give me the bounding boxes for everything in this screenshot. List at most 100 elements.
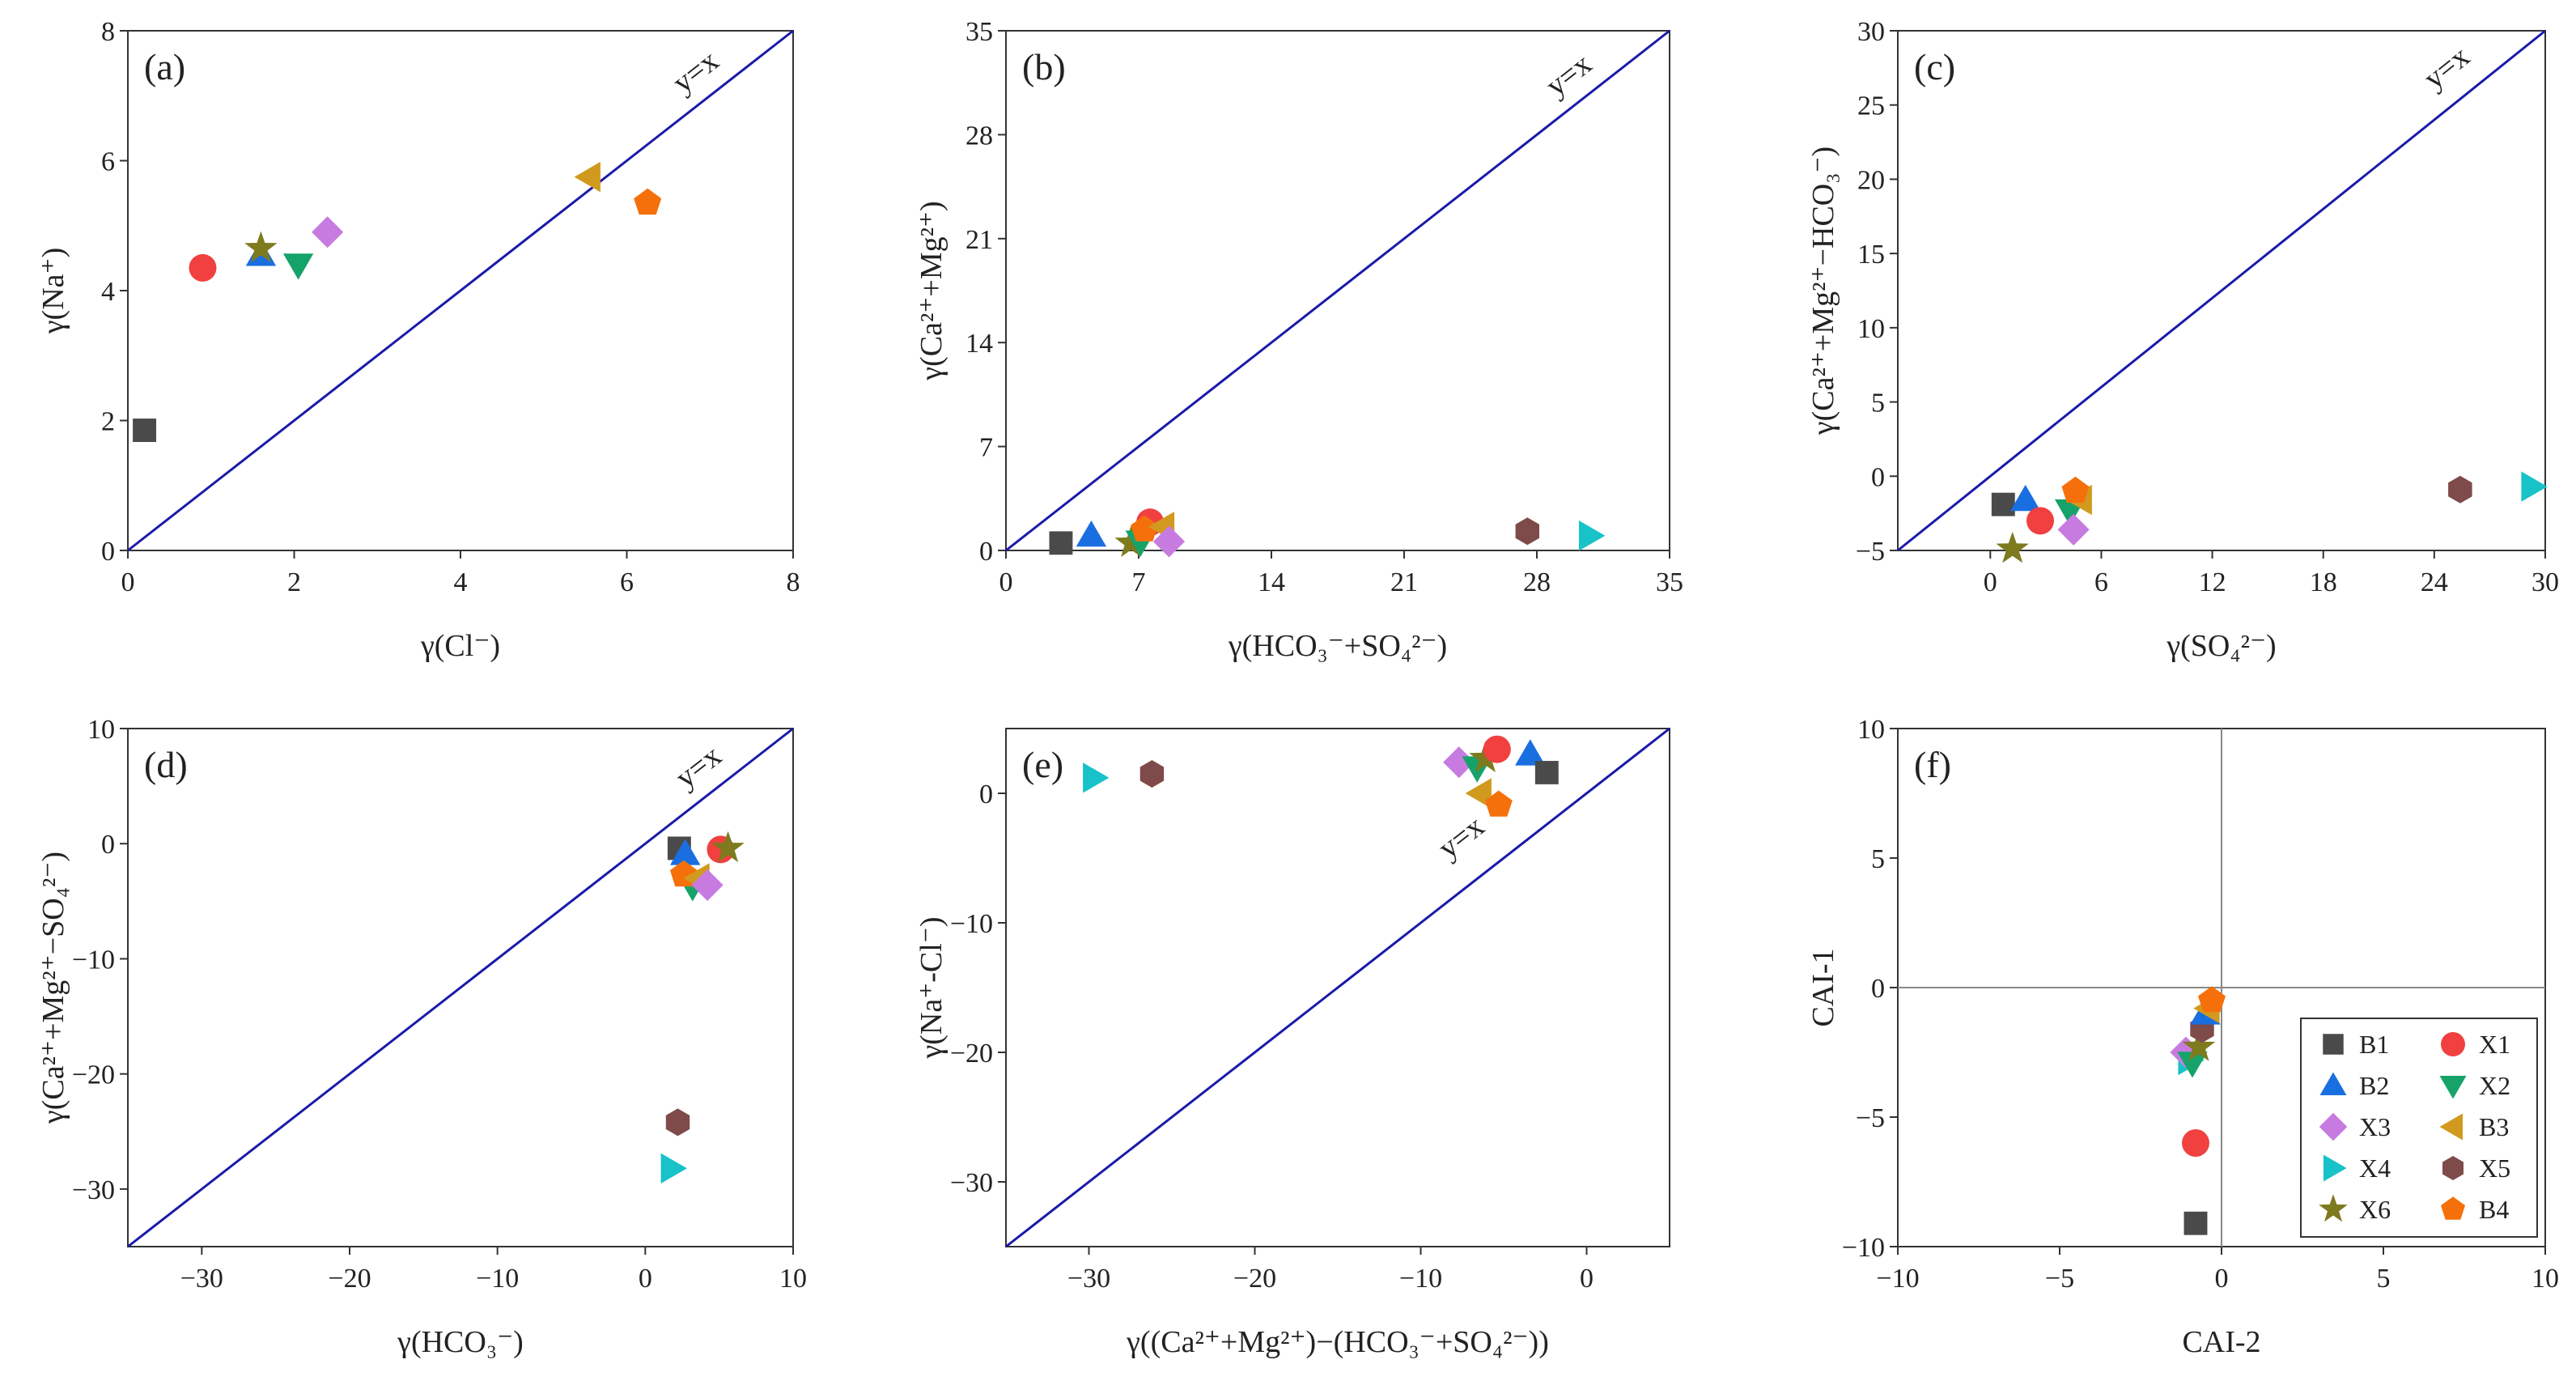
x-tick-label: 2 (287, 567, 301, 597)
x-tick-label: 35 (1656, 567, 1683, 597)
legend-marker-X5 (2442, 1156, 2464, 1180)
panel-b: 0 7 14 21 28 35 0 7 14 21 28 35 γ(HCO₃⁻+SO₄²⁻) γ(Ca²⁺… (915, 17, 1683, 663)
legend-marker-B4 (2441, 1196, 2465, 1220)
panel-label: (e) (1022, 744, 1063, 785)
y-tick-label: 0 (979, 537, 993, 567)
legend-marker-X1 (2441, 1032, 2465, 1056)
x-tick-label: 5 (2377, 1264, 2391, 1294)
y-tick-label: 10 (1857, 715, 1885, 745)
point-X2 (282, 253, 314, 280)
y-tick-label: −10 (950, 909, 993, 939)
x-tick-label: −5 (2045, 1264, 2074, 1294)
point-B1 (1049, 531, 1073, 555)
y-tick-label: −10 (72, 945, 115, 975)
legend-label-X2: X2 (2479, 1071, 2510, 1100)
point-X5 (665, 1108, 690, 1137)
x-tick-label: 10 (779, 1264, 807, 1294)
legend: B1 X1 B2 X2 X3 B3 X4 X5 X6 B4 (2300, 1018, 2538, 1238)
point-X4 (660, 1153, 687, 1183)
point-B4 (1131, 515, 1158, 542)
point-B4 (1484, 790, 1513, 817)
x-tick-label: 10 (2531, 1264, 2559, 1294)
point-X1 (1483, 735, 1511, 763)
x-tick-label: 4 (454, 567, 468, 597)
reference-line-y-equals-x (1897, 29, 2546, 552)
y-tick-label: −5 (1856, 537, 1885, 567)
y-tick-label: 5 (1871, 844, 1885, 874)
point-X6 (2182, 1030, 2216, 1061)
panel-e: −30 −20 −10 0 −30 −20 −10 0 γ((Ca²⁺+Mg²⁺)−(HCO₃⁻… (915, 727, 1670, 1359)
y-axis-label: γ(Ca²⁺+Mg²⁺) (915, 201, 948, 380)
x-axis-label: γ(HCO₃⁻+SO₄²⁻) (1228, 629, 1447, 663)
point-X4 (1083, 763, 1110, 793)
y-axis-label: γ(Na⁺-Cl⁻) (915, 916, 948, 1059)
x-tick-label: −30 (1067, 1264, 1110, 1294)
panel-label: (c) (1914, 46, 1955, 87)
point-X1 (189, 253, 217, 282)
x-tick-label: 12 (2199, 567, 2226, 597)
x-axis-label: CAI-2 (2182, 1325, 2260, 1359)
x-tick-label: 6 (620, 567, 634, 597)
y-tick-label: 35 (965, 17, 993, 47)
point-B4 (2061, 476, 2090, 504)
point-X3 (312, 216, 344, 249)
point-X2 (2177, 1052, 2208, 1078)
x-tick-label: 18 (2310, 567, 2337, 597)
y-tick-label: −10 (1842, 1233, 1885, 1263)
plot-frame (127, 728, 794, 1247)
y-tick-label: 5 (1871, 389, 1885, 419)
y-tick-label: 0 (101, 830, 115, 860)
y-axis-label: CAI-1 (1806, 948, 1840, 1026)
x-tick-label: 0 (1580, 1264, 1594, 1294)
legend-marker-B1 (2323, 1034, 2344, 1055)
y-tick-label: 4 (101, 277, 115, 307)
y-tick-label: 0 (1871, 974, 1885, 1004)
y-axis-label: γ(Ca²⁺+Mg²⁺−SO₄²⁻) (36, 852, 70, 1124)
x-tick-label: 8 (787, 567, 800, 597)
point-B2 (1515, 739, 1546, 766)
y-tick-label: 25 (1857, 91, 1885, 121)
x-tick-label: −10 (1399, 1264, 1442, 1294)
y-tick-label: 14 (965, 329, 993, 359)
point-X6 (244, 231, 278, 262)
y-axis-label: γ(Ca²⁺+Mg²⁺−HCO₃⁻) (1806, 147, 1840, 436)
y-tick-label: 30 (1857, 17, 1885, 47)
point-B3 (1465, 778, 1492, 809)
x-tick-label: 28 (1523, 567, 1551, 597)
y-tick-label: 20 (1857, 165, 1885, 195)
y-axis-label: γ(Na⁺) (36, 248, 70, 334)
legend-marker-X3 (2319, 1112, 2348, 1141)
point-B2 (2010, 484, 2041, 512)
legend-marker-B3 (2439, 1113, 2463, 1141)
point-X6 (1114, 525, 1148, 557)
x-tick-label: 30 (2531, 567, 2559, 597)
point-X1 (2026, 507, 2054, 535)
point-B4 (2198, 986, 2226, 1013)
legend-marker-X4 (2323, 1154, 2347, 1182)
legend-marker-B2 (2319, 1072, 2347, 1095)
point-X3 (1443, 746, 1475, 779)
legend-label-X3: X3 (2359, 1112, 2391, 1141)
reference-line-y-equals-x (127, 727, 794, 1248)
plot-frame (1897, 30, 2546, 551)
point-X5 (1139, 760, 1165, 788)
x-tick-label: 7 (1132, 567, 1146, 597)
x-axis-label: γ(Cl⁻) (420, 629, 500, 663)
x-tick-label: 21 (1390, 567, 1418, 597)
y-tick-label: 6 (101, 147, 115, 177)
x-tick-label: 0 (999, 567, 1013, 597)
panel-label: (a) (144, 46, 185, 87)
point-B3 (574, 161, 601, 193)
y-tick-label: −20 (72, 1060, 115, 1090)
panel-label: (f) (1914, 744, 1951, 785)
y-tick-label: 15 (1857, 240, 1885, 270)
x-tick-label: 24 (2421, 567, 2448, 597)
panel-f: −10 −5 0 5 10 −10 −5 0 5 10 CAI-2 CAI-1 (f) B1 X1 B2 X2 X… (1806, 715, 2559, 1359)
y-tick-label: 0 (979, 780, 993, 809)
point-B2 (1076, 521, 1107, 547)
point-X1 (2182, 1129, 2209, 1157)
point-X3 (691, 869, 724, 901)
point-X5 (1515, 517, 1539, 546)
y-tick-label: 8 (101, 17, 115, 47)
